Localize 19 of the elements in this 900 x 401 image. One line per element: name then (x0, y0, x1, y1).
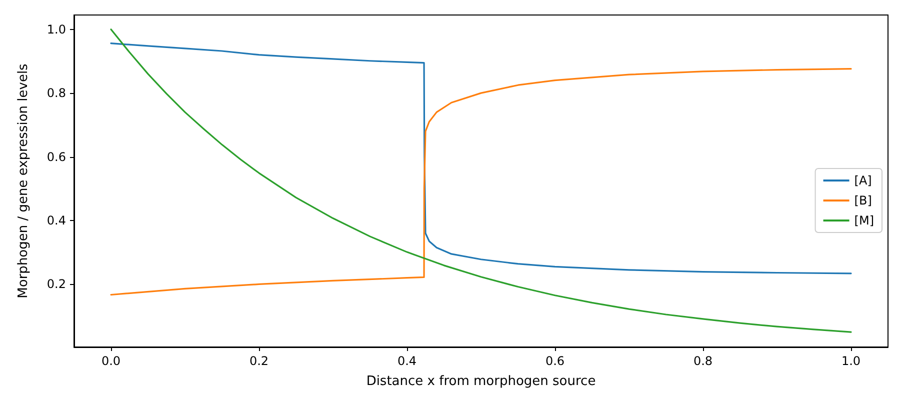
x-tick-label: 0.6 (545, 354, 565, 368)
y-tick-label: 0.2 (46, 277, 66, 292)
x-tick-label: 0.8 (693, 354, 713, 368)
legend-label: [B] (854, 194, 872, 208)
y-tick-label: 0.8 (46, 86, 66, 100)
line-series (110, 42, 852, 274)
x-tick-label: 1.0 (841, 354, 861, 368)
x-tick-label: 0.0 (101, 354, 121, 368)
y-axis-title: Morphogen / gene expression levels (16, 63, 31, 298)
line-series (110, 28, 852, 333)
line-series (110, 68, 852, 296)
y-tick-label: 0.6 (46, 150, 66, 164)
y-tick-label: 1.0 (46, 22, 66, 36)
x-tick-label: 0.4 (397, 354, 417, 368)
legend-label: [A] (854, 174, 872, 188)
legend-label: [M] (854, 214, 874, 228)
x-tick-label: 0.2 (249, 354, 269, 368)
x-axis-title: Distance x from morphogen source (366, 374, 596, 389)
y-tick-label: 0.4 (46, 214, 66, 228)
